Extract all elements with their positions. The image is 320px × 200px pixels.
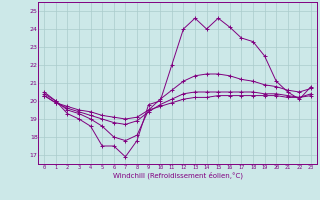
X-axis label: Windchill (Refroidissement éolien,°C): Windchill (Refroidissement éolien,°C) (113, 171, 243, 179)
